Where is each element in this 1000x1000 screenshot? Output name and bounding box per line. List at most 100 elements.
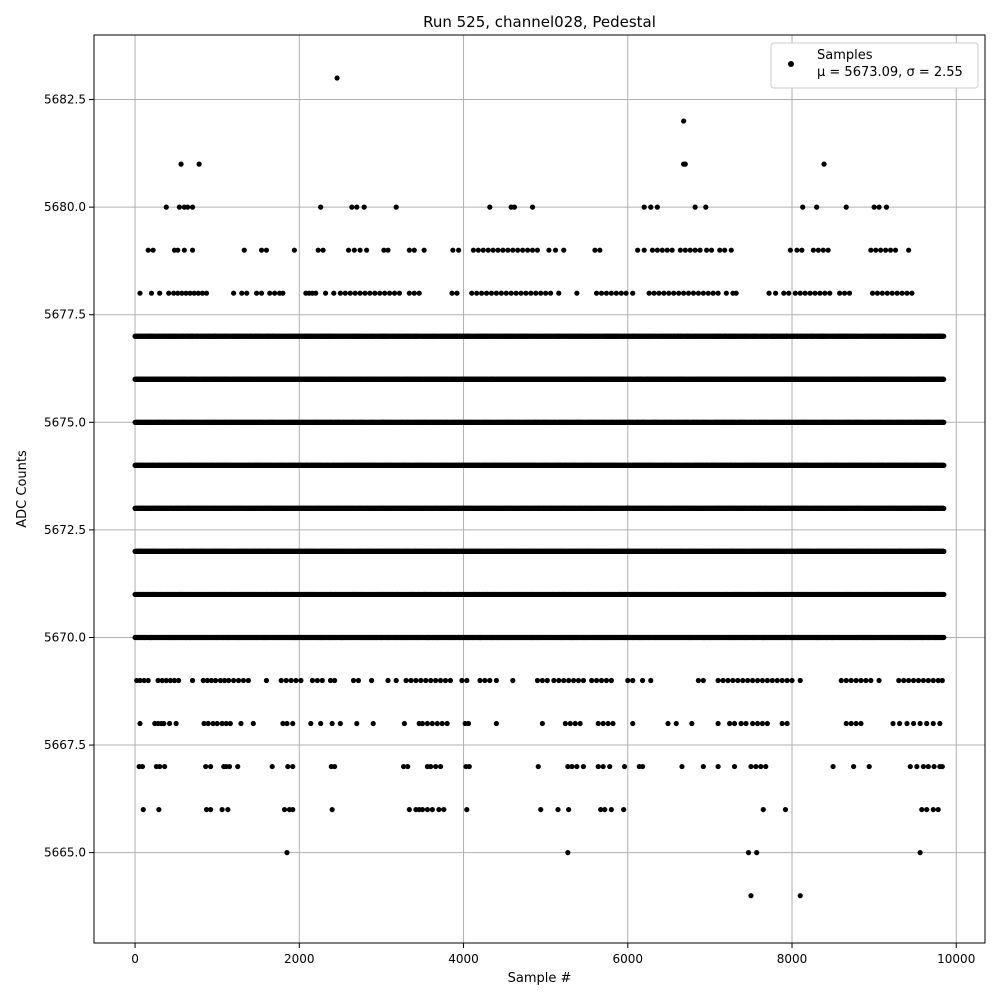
data-point bbox=[214, 720, 220, 727]
data-point bbox=[238, 720, 244, 727]
data-point bbox=[562, 720, 568, 727]
data-point bbox=[731, 763, 738, 770]
data-point bbox=[223, 720, 229, 727]
data-point bbox=[355, 677, 362, 684]
data-point bbox=[556, 677, 562, 684]
data-point bbox=[753, 763, 759, 770]
data-point bbox=[602, 806, 608, 813]
data-point bbox=[715, 677, 721, 684]
data-point bbox=[439, 720, 445, 727]
data-point bbox=[393, 677, 399, 684]
data-point bbox=[250, 720, 256, 727]
data-point bbox=[424, 720, 431, 727]
data-point bbox=[551, 677, 557, 684]
data-point bbox=[589, 677, 595, 684]
data-point bbox=[155, 677, 161, 684]
data-point bbox=[208, 677, 215, 684]
data-point bbox=[679, 763, 685, 770]
data-point bbox=[332, 763, 338, 770]
data-point bbox=[700, 677, 706, 684]
data-point bbox=[166, 720, 173, 727]
data-point bbox=[400, 763, 407, 770]
data-point bbox=[487, 677, 493, 684]
data-point bbox=[221, 677, 228, 684]
data-point bbox=[782, 806, 789, 813]
data-point bbox=[171, 677, 178, 684]
data-point bbox=[774, 677, 780, 684]
data-point bbox=[858, 720, 864, 727]
data-point bbox=[436, 806, 442, 813]
data-point bbox=[725, 677, 731, 684]
data-point bbox=[226, 677, 232, 684]
data-point bbox=[605, 720, 611, 727]
data-point bbox=[630, 720, 636, 727]
data-point bbox=[284, 720, 290, 727]
data-point bbox=[281, 806, 288, 813]
data-point bbox=[931, 763, 937, 770]
data-point bbox=[748, 893, 754, 899]
data-point bbox=[159, 677, 165, 684]
data-point bbox=[406, 806, 412, 813]
data-point bbox=[830, 763, 836, 770]
data-point bbox=[535, 763, 541, 770]
data-point bbox=[595, 763, 601, 770]
data-point bbox=[924, 720, 930, 727]
data-point bbox=[204, 677, 210, 684]
data-point bbox=[930, 806, 936, 813]
data-point bbox=[910, 720, 917, 727]
data-point bbox=[434, 720, 440, 727]
data-point bbox=[735, 677, 741, 684]
data-point bbox=[555, 806, 561, 813]
data-point bbox=[745, 850, 752, 856]
data-point bbox=[157, 763, 163, 770]
data-point bbox=[465, 720, 472, 727]
data-point bbox=[284, 850, 290, 856]
data-point bbox=[205, 720, 211, 727]
data-point bbox=[764, 677, 770, 684]
data-point bbox=[493, 720, 499, 727]
data-point bbox=[919, 806, 925, 813]
data-point bbox=[914, 763, 920, 770]
data-point bbox=[403, 677, 409, 684]
data-point bbox=[853, 720, 859, 727]
data-point bbox=[843, 720, 849, 727]
data-point bbox=[314, 677, 320, 684]
data-point bbox=[565, 850, 571, 856]
data-point bbox=[139, 763, 146, 770]
data-point bbox=[137, 677, 143, 684]
data-point bbox=[720, 677, 726, 684]
data-point bbox=[477, 677, 483, 684]
data-point bbox=[910, 677, 917, 684]
data-point bbox=[838, 677, 844, 684]
data-point bbox=[754, 850, 760, 856]
data-point bbox=[727, 720, 733, 727]
data-point bbox=[700, 763, 706, 770]
data-point bbox=[466, 763, 472, 770]
data-point bbox=[797, 677, 803, 684]
data-point bbox=[750, 677, 756, 684]
data-point bbox=[309, 677, 316, 684]
data-point bbox=[459, 677, 465, 684]
data-point bbox=[745, 677, 751, 684]
data-point bbox=[293, 677, 299, 684]
data-point bbox=[534, 677, 541, 684]
data-point bbox=[608, 806, 614, 813]
data-point bbox=[917, 850, 923, 856]
data-point bbox=[598, 806, 604, 813]
data-point bbox=[510, 677, 516, 684]
data-point bbox=[219, 806, 225, 813]
data-point bbox=[760, 806, 766, 813]
data-point bbox=[368, 677, 375, 684]
data-point bbox=[429, 720, 435, 727]
data-point bbox=[941, 591, 947, 598]
data-point bbox=[648, 677, 654, 684]
data-point bbox=[327, 677, 334, 684]
data-point bbox=[442, 677, 449, 684]
data-point bbox=[429, 806, 435, 813]
data-point bbox=[226, 763, 233, 770]
data-point bbox=[639, 677, 646, 684]
data-point bbox=[574, 763, 580, 770]
data-point bbox=[428, 677, 434, 684]
